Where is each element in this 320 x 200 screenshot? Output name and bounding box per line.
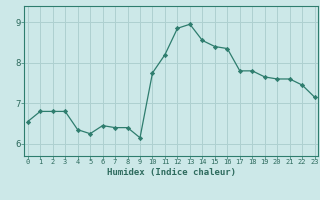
X-axis label: Humidex (Indice chaleur): Humidex (Indice chaleur) <box>107 168 236 177</box>
